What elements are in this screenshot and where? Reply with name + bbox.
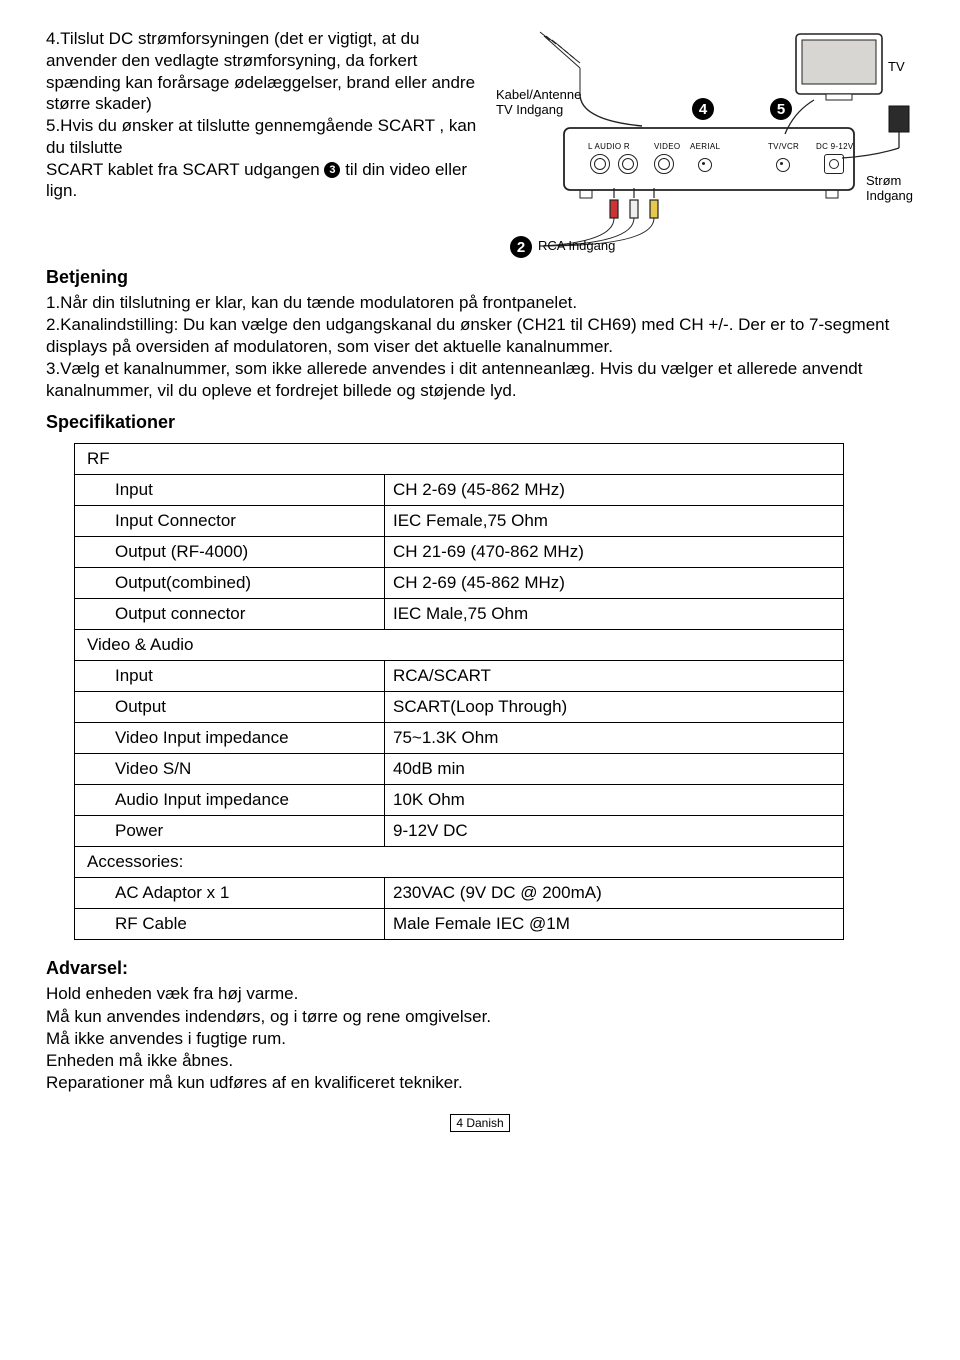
spec-value: IEC Male,75 Ohm bbox=[385, 599, 844, 630]
port-tvvcr bbox=[776, 158, 790, 172]
spec-value: CH 21-69 (470-862 MHz) bbox=[385, 537, 844, 568]
betjening-title: Betjening bbox=[46, 267, 914, 288]
spec-key: Output (RF-4000) bbox=[75, 537, 385, 568]
spec-key: Video S/N bbox=[75, 754, 385, 785]
port-video bbox=[654, 154, 674, 174]
spec-value: CH 2-69 (45-862 MHz) bbox=[385, 568, 844, 599]
num-5-icon: 5 bbox=[770, 98, 792, 120]
spec-key: AC Adaptor x 1 bbox=[75, 878, 385, 909]
spec-key: Output(combined) bbox=[75, 568, 385, 599]
spec-title: Specifikationer bbox=[46, 412, 914, 433]
advarsel-line: Reparationer må kun udføres af en kvalif… bbox=[46, 1072, 914, 1094]
betjening-body: 1.Når din tilslutning er klar, kan du tæ… bbox=[46, 292, 914, 402]
port-dc bbox=[824, 154, 844, 174]
label-rca: RCA Indgang bbox=[538, 239, 615, 254]
spec-key: Video Input impedance bbox=[75, 723, 385, 754]
advarsel-line: Må ikke anvendes i fugtige rum. bbox=[46, 1028, 914, 1050]
spec-group-header: Video & Audio bbox=[75, 630, 844, 661]
advarsel-title: Advarsel: bbox=[46, 958, 914, 979]
label-tv: TV bbox=[888, 60, 905, 75]
port-audio-r bbox=[618, 154, 638, 174]
spec-key: Output connector bbox=[75, 599, 385, 630]
spec-key: Input bbox=[75, 475, 385, 506]
spec-key: Audio Input impedance bbox=[75, 785, 385, 816]
spec-key: RF Cable bbox=[75, 909, 385, 940]
num-4-icon: 4 bbox=[692, 98, 714, 120]
wiring-diagram: L AUDIO R VIDEO AERIAL TV/VCR DC 9-12V K… bbox=[494, 28, 914, 253]
spec-table: RFInputCH 2-69 (45-862 MHz)Input Connect… bbox=[74, 443, 844, 940]
spec-key: Power bbox=[75, 816, 385, 847]
spec-value: 9-12V DC bbox=[385, 816, 844, 847]
spec-key: Input bbox=[75, 661, 385, 692]
spec-value: 75~1.3K Ohm bbox=[385, 723, 844, 754]
spec-value: 40dB min bbox=[385, 754, 844, 785]
spec-value: CH 2-69 (45-862 MHz) bbox=[385, 475, 844, 506]
port-aerial bbox=[698, 158, 712, 172]
intro-item-4: 4.Tilslut DC strømforsyningen (det er vi… bbox=[46, 28, 478, 115]
intro-text: 4.Tilslut DC strømforsyningen (det er vi… bbox=[46, 28, 478, 253]
spec-group-header: Accessories: bbox=[75, 847, 844, 878]
spec-value: 230VAC (9V DC @ 200mA) bbox=[385, 878, 844, 909]
spec-key: Output bbox=[75, 692, 385, 723]
spec-value: SCART(Loop Through) bbox=[385, 692, 844, 723]
spec-value: Male Female IEC @1M bbox=[385, 909, 844, 940]
spec-value: IEC Female,75 Ohm bbox=[385, 506, 844, 537]
advarsel-line: Enheden må ikke åbnes. bbox=[46, 1050, 914, 1072]
spec-key: Input Connector bbox=[75, 506, 385, 537]
label-strom: Strøm Indgang bbox=[866, 174, 913, 204]
num-2-icon: 2 bbox=[510, 236, 532, 258]
spec-group-header: RF bbox=[75, 444, 844, 475]
page-footer: 4 Danish bbox=[46, 1116, 914, 1130]
advarsel-line: Hold enheden væk fra høj varme. bbox=[46, 983, 914, 1005]
advarsel-line: Må kun anvendes indendørs, og i tørre og… bbox=[46, 1006, 914, 1028]
port-audio-l bbox=[590, 154, 610, 174]
advarsel-body: Hold enheden væk fra høj varme.Må kun an… bbox=[46, 983, 914, 1093]
spec-value: RCA/SCART bbox=[385, 661, 844, 692]
label-kabel: Kabel/Antenne TV Indgang bbox=[496, 88, 581, 118]
num-3-icon: 3 bbox=[324, 162, 340, 178]
spec-value: 10K Ohm bbox=[385, 785, 844, 816]
intro-item-5: 5.Hvis du ønsker at tilslutte gennemgåen… bbox=[46, 115, 478, 202]
